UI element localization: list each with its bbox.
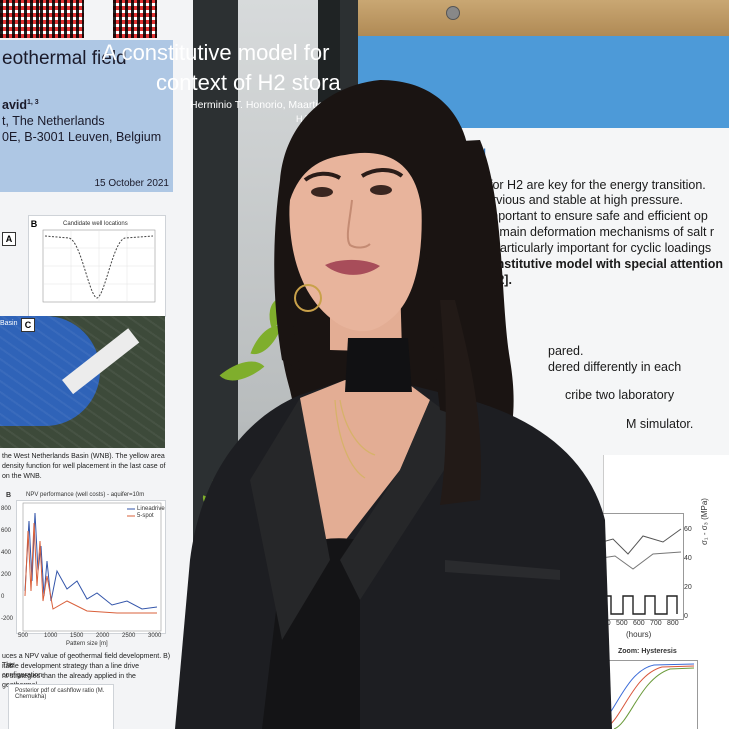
- npv-y-tick: 800: [1, 506, 12, 512]
- left-poster-author: avid1, 3: [2, 98, 39, 112]
- left-poster-date: 15 October 2021: [94, 178, 170, 189]
- neckline: [300, 380, 430, 560]
- cyclic-chart-x-tick: 800: [667, 620, 679, 627]
- pin-icon: [446, 6, 460, 20]
- face: [289, 130, 422, 332]
- cashflow-chart-title: Posterior pdf of cashflow ratio (M. Cher…: [15, 688, 105, 700]
- map-caption-1: the West Netherlands Basin (WNB). The ye…: [2, 453, 165, 460]
- cashflow-chart: Posterior pdf of cashflow ratio (M. Cher…: [8, 684, 114, 729]
- hair-front: [274, 80, 475, 420]
- npv-x-tick: 2500: [122, 633, 136, 639]
- map-label: Basin: [0, 320, 18, 327]
- qr-code-icon: [113, 0, 157, 38]
- hoop-earring: [294, 284, 322, 312]
- npv-y-tick: -200: [1, 616, 14, 622]
- left-poster-affiliation-1: t, The Netherlands: [2, 114, 105, 128]
- necklace: [334, 399, 366, 479]
- npv-x-label: Pattern size [m]: [66, 641, 108, 647]
- left-poster-affiliation-2: 0E, B-3001 Leuven, Belgium: [2, 130, 162, 144]
- left-eyebrow: [303, 171, 342, 182]
- method-text-line: pared.: [548, 344, 584, 358]
- wooden-board: [358, 0, 729, 36]
- npv-y-tick: 400: [1, 550, 12, 556]
- qr-code-icon: [0, 0, 44, 38]
- right-lapel: [340, 400, 470, 600]
- method-text-line: M simulator.: [626, 417, 694, 431]
- intro-text-line: for H2 are key for the energy transition…: [489, 178, 706, 192]
- method-text-line: dered differently in each: [548, 360, 682, 374]
- right-poster-title-2: context of H2 stora: [156, 70, 341, 95]
- npv-y-tick: 200: [1, 572, 12, 578]
- map-caption-2: density function for well placement in t…: [2, 463, 166, 470]
- npv-caption-2: itable development strategy than a line …: [2, 663, 139, 679]
- panel-c-label: C: [21, 318, 35, 332]
- left-poster: eothermal field avid1, 3 t, The Netherla…: [0, 0, 193, 729]
- cyclic-chart-x-label: (hours): [626, 630, 652, 639]
- panel-b-label: B: [30, 219, 38, 229]
- npv-x-tick: 1500: [70, 633, 84, 639]
- npv-x-tick: 3000: [148, 633, 162, 639]
- well-chart-title: Candidate well locations: [63, 221, 128, 227]
- right-poster-title-1: A constitutive model for: [102, 40, 330, 65]
- npv-y-tick: 600: [1, 528, 12, 534]
- cyclic-chart-x-tick: 700: [650, 620, 662, 627]
- npv-legend-1: Lineadrive: [137, 506, 165, 512]
- panel-b2-label: B: [6, 492, 12, 499]
- blazer-pocket: [445, 560, 560, 580]
- cyclic-chart-x-tick: 500: [616, 620, 628, 627]
- right-eyebrow: [360, 168, 404, 178]
- left-eye: [311, 187, 333, 197]
- intro-text-line: particularly important for cyclic loadin…: [493, 241, 712, 255]
- map-caption-3: on the WNB.: [2, 473, 42, 480]
- npv-x-tick: 1000: [44, 633, 58, 639]
- npv-legend-2: 5-spot: [137, 513, 154, 519]
- lips: [325, 259, 380, 275]
- npv-x-tick: 500: [18, 633, 29, 639]
- intro-text-line: e main deformation mechanisms of salt r: [489, 225, 715, 239]
- intro-text-line: important to ensure safe and efficient o…: [485, 209, 708, 223]
- npv-chart-title: NPV performance (well costs) - aquifer=1…: [26, 492, 145, 498]
- panel-a-label: A: [2, 232, 16, 246]
- cyclic-chart-x-tick: 600: [633, 620, 645, 627]
- method-text-line: cribe two laboratory: [565, 388, 675, 402]
- cyclic-chart-y-tick: 60: [684, 526, 692, 533]
- necklace: [339, 399, 376, 456]
- npv-chart: Lineadrive 5-spot: [16, 500, 166, 634]
- cyclic-chart-y-tick: 40: [684, 555, 692, 562]
- intro-text-line: onstitutive model with special attention: [489, 257, 724, 271]
- right-eye: [370, 185, 392, 195]
- left-poster-title: eothermal field: [2, 48, 127, 69]
- intro-text-line: pervious and stable at high pressure.: [478, 193, 683, 207]
- npv-y-tick: 0: [1, 594, 5, 600]
- npv-caption-1: uces a NPV value of geothermal field dev…: [2, 653, 171, 669]
- npv-x-tick: 2000: [96, 633, 110, 639]
- left-lapel: [250, 398, 330, 640]
- cyclic-chart-plot: [594, 528, 682, 615]
- choker-collar: [345, 338, 412, 392]
- cyclic-chart-y-tick: 0: [684, 613, 688, 620]
- left-poster-header: [0, 40, 173, 192]
- nose: [346, 199, 371, 249]
- qr-code-icon: [40, 0, 84, 38]
- cyclic-chart-y-tick: 20: [684, 584, 692, 591]
- well-chart-plot: [42, 229, 156, 303]
- npv-chart-plot: [22, 502, 162, 632]
- hair-strand: [440, 300, 481, 505]
- zoom-label: Zoom: Hysteresis: [618, 648, 677, 655]
